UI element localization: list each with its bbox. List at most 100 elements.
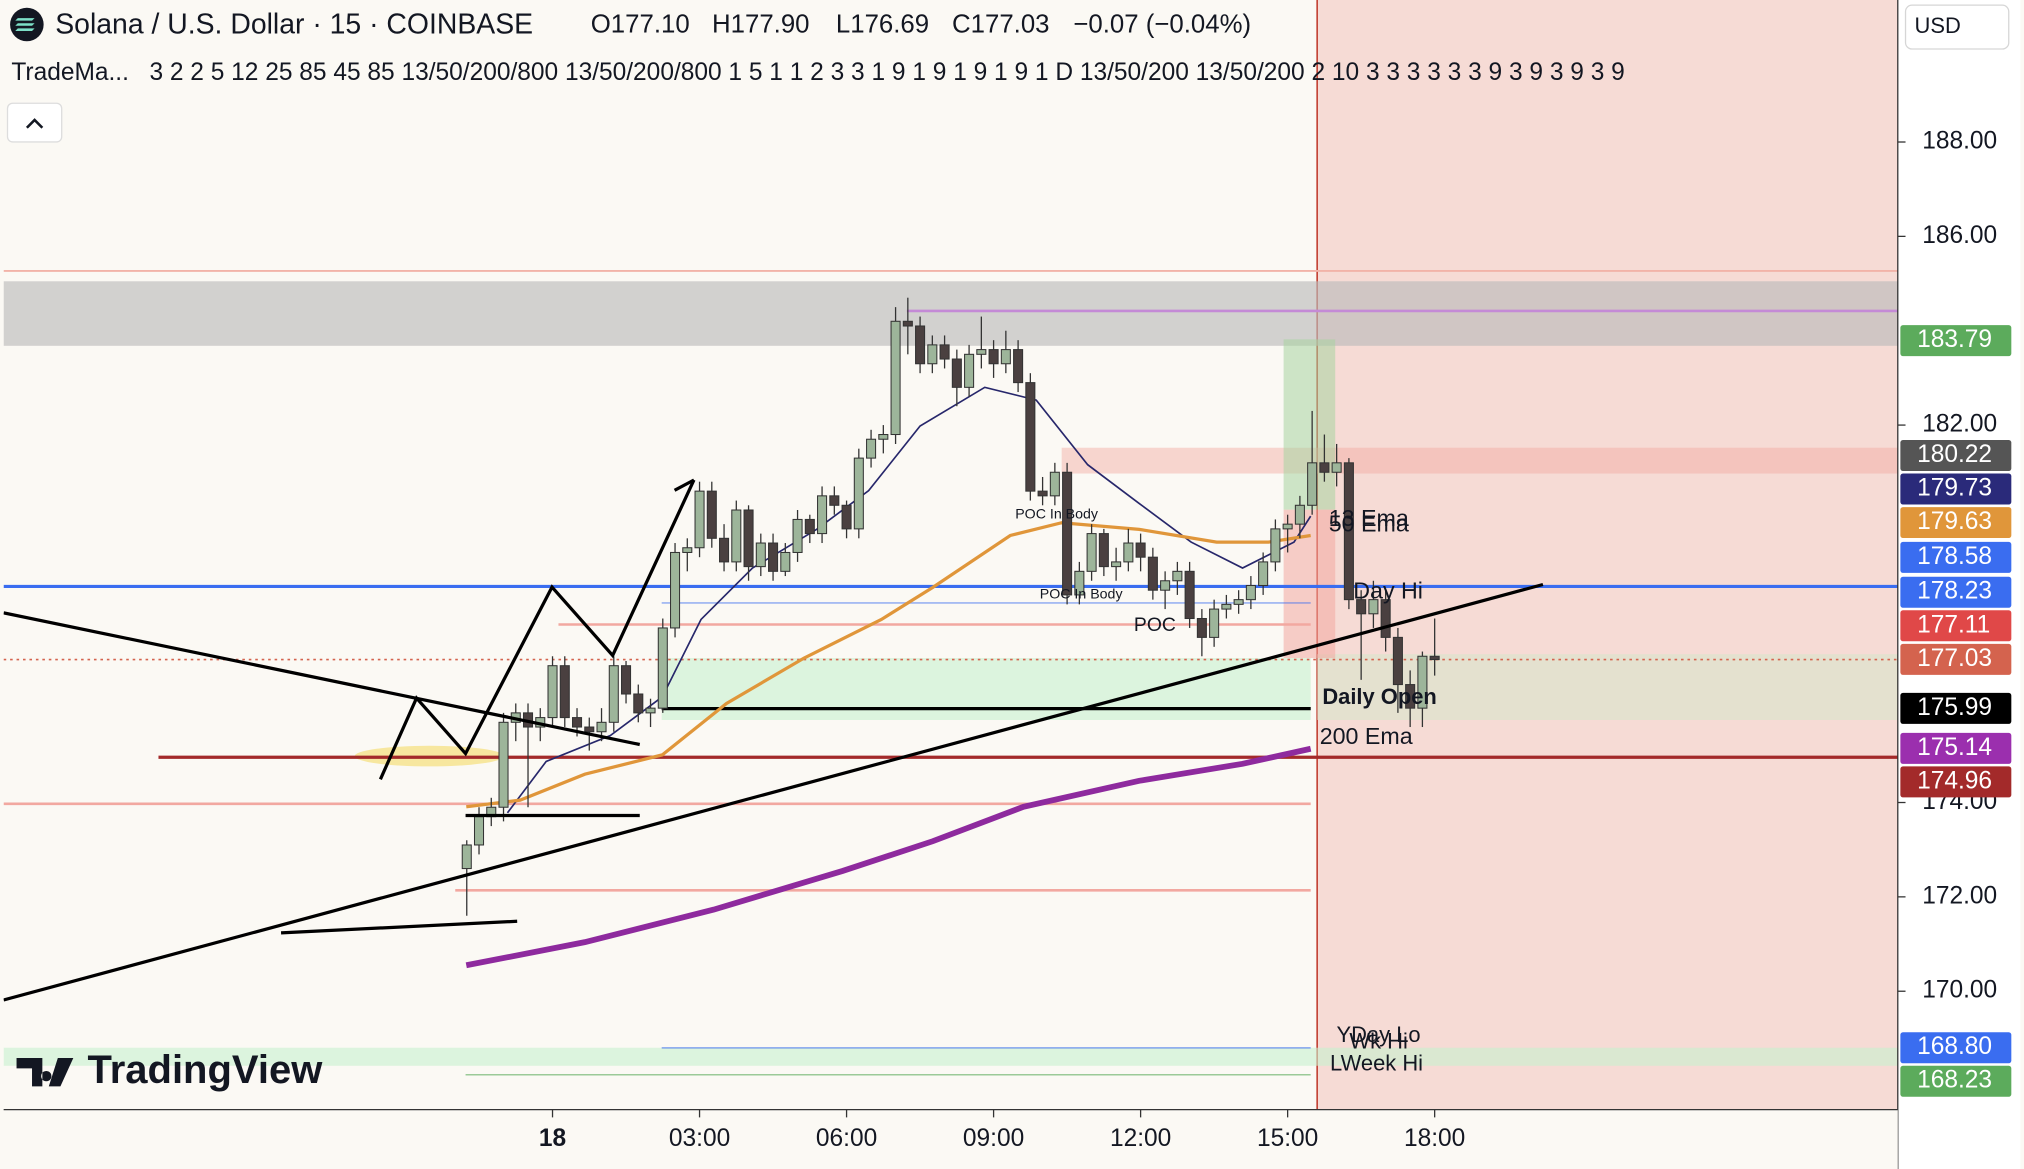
price-tag — [1900, 541, 2012, 573]
candle-body — [866, 438, 877, 459]
candle-body — [1086, 533, 1097, 572]
candle-body — [927, 344, 938, 365]
price-tag — [1900, 576, 2012, 608]
position-loss — [1283, 509, 1336, 659]
candle-body — [988, 349, 999, 365]
candle-body — [768, 542, 779, 572]
price-tag-label: 183.79 — [1917, 326, 1992, 353]
x-tick-label: 09:00 — [963, 1125, 1024, 1152]
candle-body — [755, 542, 766, 568]
x-tick-label: 18 — [539, 1125, 566, 1152]
candle-body — [1074, 570, 1085, 596]
candle-body — [1258, 561, 1269, 587]
ohlc-value: H177.90 — [712, 11, 810, 39]
price-tag-label: 179.63 — [1917, 508, 1992, 535]
annotation: POC In Body — [1040, 587, 1124, 603]
ema-line — [465, 745, 1312, 969]
collapse-button[interactable] — [6, 102, 63, 143]
candle-body — [596, 721, 607, 733]
candle-body — [841, 504, 852, 530]
price-tag — [1900, 325, 2012, 357]
chevron — [25, 118, 44, 129]
ohlc-value: −0.07 (−0.04%) — [1073, 11, 1251, 39]
candle-body — [878, 434, 889, 440]
candle-body — [1135, 542, 1146, 558]
price-tag-label: 177.03 — [1917, 645, 1992, 672]
price-tag-label: 174.96 — [1917, 767, 1992, 794]
x-tick-label: 06:00 — [816, 1125, 877, 1152]
green-zone — [3, 1047, 1898, 1066]
candle-body — [743, 509, 754, 568]
x-tick-label: 03:00 — [669, 1125, 730, 1152]
candle-body — [498, 721, 509, 808]
candle-body — [1405, 684, 1416, 709]
candle-body — [1380, 599, 1391, 638]
price-tag — [1900, 766, 2012, 798]
candle-body — [571, 717, 583, 728]
candle-body — [657, 627, 668, 709]
candle-body — [633, 693, 644, 714]
candle-body — [902, 320, 913, 327]
candle-body — [584, 726, 595, 733]
candle-body — [608, 665, 619, 723]
y-tick-label: 170.00 — [1922, 977, 1997, 1004]
candle-body — [817, 495, 828, 535]
ohlc-value: O177.10 — [591, 11, 690, 39]
price-tag — [1900, 473, 2012, 505]
candle-body — [1062, 471, 1073, 596]
candle-body — [1000, 349, 1011, 365]
candle-body — [915, 325, 926, 365]
price-tag-label: 180.22 — [1917, 441, 1992, 468]
candle-body — [890, 320, 901, 436]
price-tag-label: 179.73 — [1917, 474, 1992, 501]
y-tick-label: 172.00 — [1922, 882, 1997, 909]
price-tag — [1900, 1032, 2012, 1064]
candle-body — [1221, 603, 1232, 610]
candle-body — [1356, 599, 1367, 615]
ohlc: O177.10 H177.90 L176.69 C177.03 −0.07 (−0.04… — [591, 11, 1251, 39]
candle-body — [939, 344, 950, 360]
candle-body — [694, 490, 705, 549]
price-tag — [1900, 1065, 2012, 1097]
price-tag — [1900, 439, 2012, 471]
price-tag — [1900, 507, 2012, 539]
ohlc-value: C177.03 — [952, 11, 1050, 39]
candle-body — [804, 518, 815, 535]
pink-zone — [1061, 447, 1898, 474]
time-axis — [3, 1109, 1898, 1169]
candle-body — [1331, 462, 1342, 473]
candle-body — [1417, 655, 1428, 709]
candle-body — [547, 665, 558, 719]
candle-body — [964, 353, 975, 388]
price-tag-label: 175.99 — [1917, 694, 1992, 721]
candle-body — [473, 816, 485, 846]
x-tick-label: 15:00 — [1257, 1125, 1318, 1152]
candle-body — [853, 457, 864, 530]
candle-body — [621, 665, 632, 695]
x-tick-label: 12:00 — [1110, 1125, 1171, 1152]
x-tick-label: 18:00 — [1404, 1125, 1465, 1152]
coin-glyph — [15, 18, 35, 31]
zones — [3, 0, 1898, 1110]
candle-body — [1294, 504, 1305, 525]
trendline — [3, 582, 1544, 1002]
drawings — [3, 478, 1544, 1002]
candle-body — [559, 665, 570, 719]
session-zone — [1317, 0, 1898, 1110]
arrow-head — [673, 478, 695, 492]
candle-body — [1233, 599, 1244, 605]
ema-line — [466, 521, 1311, 809]
currency-button[interactable] — [1904, 4, 2010, 50]
candle-body — [1172, 570, 1183, 582]
candle-body — [670, 551, 681, 629]
demand-zone — [661, 658, 1311, 720]
candle-body — [1307, 462, 1318, 506]
candle-body — [780, 551, 791, 572]
candles — [461, 297, 1440, 916]
candle-body — [1098, 533, 1109, 568]
annotation: YDay Lo — [1337, 1022, 1421, 1047]
ema-label: 13 Ema — [1329, 505, 1409, 531]
